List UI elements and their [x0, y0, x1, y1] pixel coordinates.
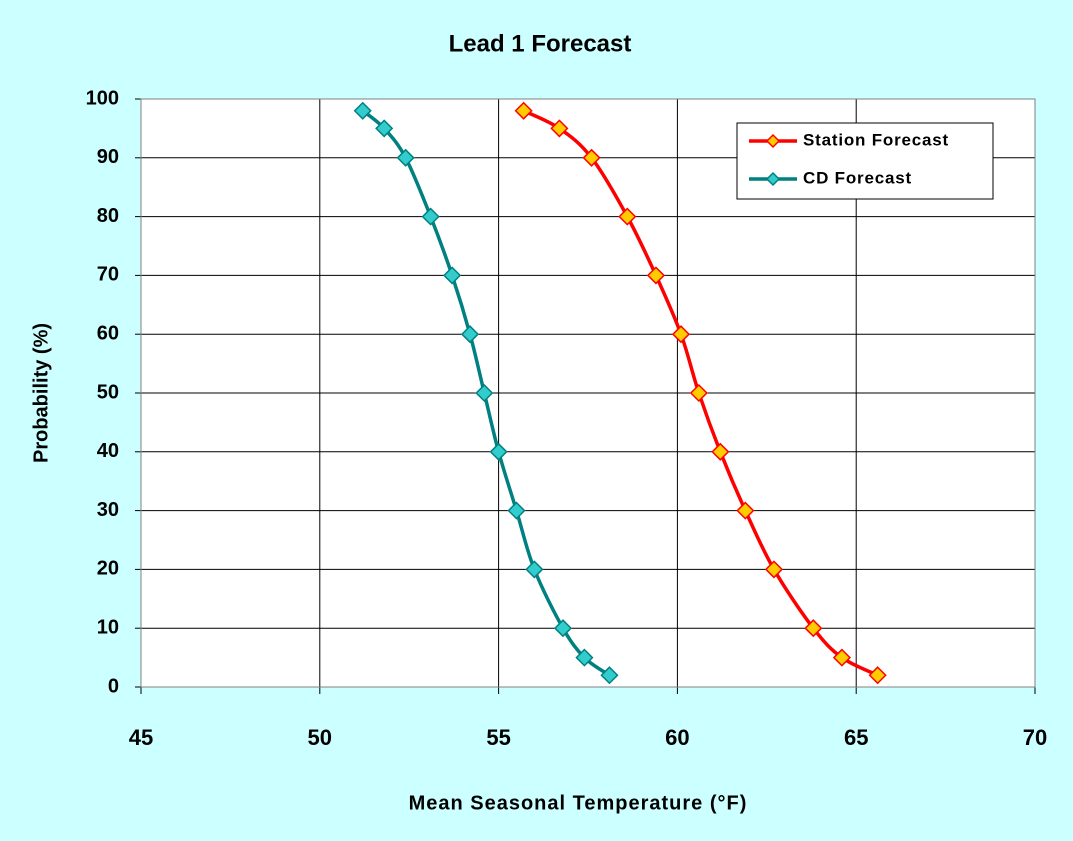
- x-axis-label: Mean Seasonal Temperature (°F): [409, 792, 748, 814]
- x-tick-label: 70: [1023, 725, 1047, 750]
- x-tick-label: 50: [308, 725, 332, 750]
- x-tick-label: 45: [129, 725, 153, 750]
- y-tick-label: 60: [97, 322, 119, 344]
- data-point: [550, 119, 569, 138]
- data-point: [525, 560, 544, 579]
- data-point: [618, 207, 637, 226]
- legend: Station Forecast CD Forecast: [736, 122, 994, 200]
- x-tick-label: 60: [665, 725, 689, 750]
- y-tick-label: 30: [97, 499, 119, 521]
- data-point: [736, 501, 755, 520]
- y-tick-label: 20: [97, 558, 119, 580]
- y-tick-label: 10: [97, 616, 119, 638]
- data-point: [475, 383, 494, 403]
- data-point: [514, 101, 533, 120]
- data-point: [600, 666, 619, 685]
- legend-label: CD Forecast: [803, 168, 912, 187]
- data-point: [711, 442, 730, 461]
- legend-box: [736, 122, 994, 200]
- y-tick-label: 70: [97, 264, 119, 286]
- chart-title: Lead 1 Forecast: [449, 30, 632, 57]
- y-tick-label: 100: [86, 87, 119, 109]
- data-point: [671, 325, 691, 344]
- data-point: [489, 442, 508, 461]
- legend-marker: [765, 171, 781, 187]
- x-tick-label: 55: [486, 725, 510, 750]
- y-axis-label: Probability (%): [30, 323, 52, 463]
- data-point: [868, 666, 887, 685]
- y-tick-label: 80: [97, 205, 119, 227]
- x-tick-label: 65: [844, 725, 868, 750]
- data-point: [460, 325, 480, 344]
- y-tick-label: 0: [108, 675, 119, 697]
- data-point: [764, 560, 784, 579]
- data-point: [582, 148, 601, 167]
- data-point: [353, 101, 372, 120]
- data-point: [832, 648, 851, 667]
- data-point: [575, 648, 594, 667]
- data-point: [804, 619, 823, 638]
- y-tick-label: 90: [97, 146, 119, 168]
- y-tick-label: 40: [97, 440, 119, 462]
- data-point: [507, 501, 526, 520]
- data-point: [421, 207, 440, 226]
- legend-label: Station Forecast: [803, 130, 949, 149]
- y-tick-label: 50: [97, 381, 119, 403]
- data-point: [396, 148, 415, 167]
- plot-border: [140, 98, 1036, 688]
- data-point: [689, 383, 708, 403]
- data-point: [443, 266, 462, 285]
- legend-marker: [765, 133, 781, 149]
- data-point: [375, 119, 394, 138]
- data-point: [553, 619, 573, 638]
- data-point: [646, 266, 666, 285]
